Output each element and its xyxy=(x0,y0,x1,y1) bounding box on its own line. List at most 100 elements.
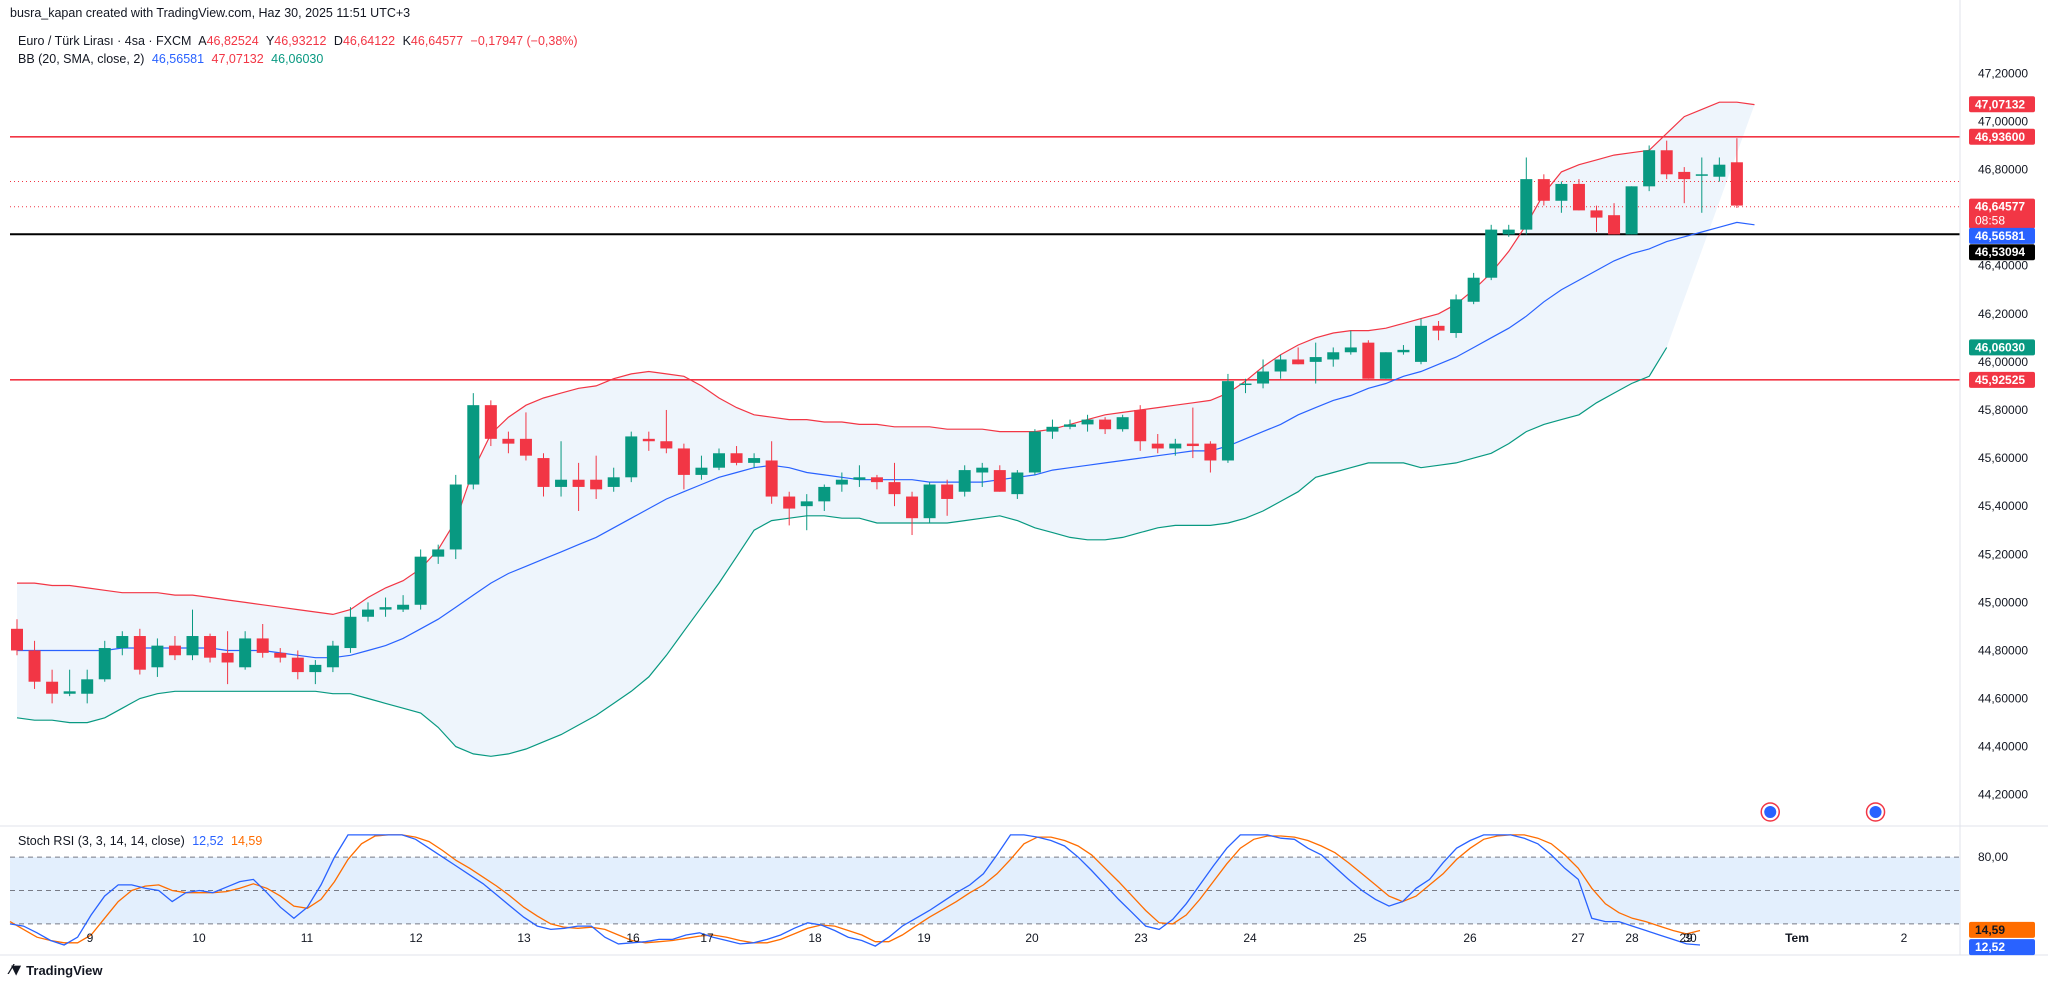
candle[interactable] xyxy=(1204,441,1217,473)
candle[interactable] xyxy=(642,431,655,451)
candle[interactable] xyxy=(1450,294,1463,338)
candle[interactable] xyxy=(748,453,761,468)
candle[interactable] xyxy=(1362,340,1375,379)
candle[interactable] xyxy=(923,482,936,523)
candle[interactable] xyxy=(1169,438,1182,456)
candle[interactable] xyxy=(1537,174,1550,206)
candle[interactable] xyxy=(888,462,901,507)
candle[interactable] xyxy=(449,474,462,560)
candle[interactable] xyxy=(11,619,23,656)
candle[interactable] xyxy=(1730,138,1743,208)
candle[interactable] xyxy=(63,669,76,697)
candle[interactable] xyxy=(1011,470,1024,499)
candle[interactable] xyxy=(1678,167,1691,204)
stoch-legend[interactable]: Stoch RSI (3, 3, 14, 14, close) 12,52 14… xyxy=(18,834,266,848)
candle[interactable] xyxy=(221,631,234,685)
candle[interactable] xyxy=(818,484,831,511)
candle[interactable] xyxy=(1116,414,1129,432)
candle[interactable] xyxy=(1555,181,1568,213)
candle[interactable] xyxy=(1608,203,1621,235)
candle[interactable] xyxy=(519,412,532,461)
candle[interactable] xyxy=(1081,414,1094,432)
candle[interactable] xyxy=(397,595,410,612)
candle[interactable] xyxy=(906,491,919,536)
candle[interactable] xyxy=(362,602,374,622)
candle[interactable] xyxy=(1713,157,1726,182)
candle[interactable] xyxy=(1695,157,1708,213)
candle[interactable] xyxy=(1134,405,1147,451)
candle[interactable] xyxy=(1415,318,1427,365)
candle[interactable] xyxy=(1221,373,1234,463)
candle[interactable] xyxy=(1379,352,1392,379)
candle[interactable] xyxy=(976,462,989,487)
candle[interactable] xyxy=(1643,145,1656,192)
candle[interactable] xyxy=(800,494,813,531)
candle[interactable] xyxy=(783,491,796,526)
candle[interactable] xyxy=(326,640,339,673)
candle[interactable] xyxy=(116,631,129,656)
candle[interactable] xyxy=(941,479,954,516)
candle[interactable] xyxy=(1327,347,1340,367)
candle[interactable] xyxy=(414,549,427,610)
candle[interactable] xyxy=(870,474,883,490)
candle[interactable] xyxy=(1502,224,1515,237)
candle[interactable] xyxy=(344,607,357,653)
events-layer[interactable] xyxy=(1760,802,1886,822)
candle[interactable] xyxy=(274,648,287,663)
candle[interactable] xyxy=(1028,429,1041,475)
candle[interactable] xyxy=(1572,179,1585,211)
candle[interactable] xyxy=(1046,419,1059,439)
candle[interactable] xyxy=(239,631,252,670)
candle[interactable] xyxy=(379,597,392,617)
candle[interactable] xyxy=(853,465,866,487)
candle[interactable] xyxy=(660,409,673,454)
candle[interactable] xyxy=(168,636,181,661)
candle[interactable] xyxy=(502,431,515,454)
candle[interactable] xyxy=(1625,186,1638,235)
candle[interactable] xyxy=(1485,224,1498,281)
candle[interactable] xyxy=(291,650,304,680)
candle[interactable] xyxy=(958,465,971,497)
candle[interactable] xyxy=(1257,359,1270,389)
candle[interactable] xyxy=(186,609,199,661)
candle[interactable] xyxy=(555,441,568,497)
candle[interactable] xyxy=(28,640,41,689)
candle[interactable] xyxy=(1186,407,1199,459)
candle[interactable] xyxy=(256,624,269,658)
symbol-legend[interactable]: Euro / Türk Lirası · 4sa · FXCM A46,8252… xyxy=(18,34,582,48)
candle[interactable] xyxy=(309,660,322,685)
bb-legend[interactable]: BB (20, SMA, close, 2) 46,56581 47,07132… xyxy=(18,52,327,66)
candle[interactable] xyxy=(713,448,725,471)
event-flag-icon[interactable] xyxy=(1865,802,1886,822)
candle[interactable] xyxy=(432,544,445,564)
candle[interactable] xyxy=(467,393,480,490)
candle[interactable] xyxy=(1344,330,1357,355)
candle[interactable] xyxy=(1467,272,1480,305)
candle[interactable] xyxy=(46,669,59,704)
candle[interactable] xyxy=(1397,345,1410,355)
candle[interactable] xyxy=(1239,378,1252,394)
candles-layer[interactable] xyxy=(11,138,1743,704)
candle[interactable] xyxy=(625,431,638,483)
candle[interactable] xyxy=(765,441,778,504)
candle[interactable] xyxy=(1432,321,1445,341)
candle[interactable] xyxy=(730,446,743,466)
candle[interactable] xyxy=(484,400,497,447)
candle[interactable] xyxy=(1660,140,1673,180)
candle[interactable] xyxy=(1274,354,1287,379)
stoch-label[interactable]: Stoch RSI (3, 3, 14, 14, close) xyxy=(18,834,185,848)
candle[interactable] xyxy=(993,465,1006,492)
candle[interactable] xyxy=(537,453,550,497)
candle[interactable] xyxy=(81,669,94,704)
symbol-title[interactable]: Euro / Türk Lirası · 4sa · FXCM xyxy=(18,34,192,48)
candle[interactable] xyxy=(151,638,164,677)
candle[interactable] xyxy=(1099,417,1112,435)
candle[interactable] xyxy=(1590,205,1603,233)
candle[interactable] xyxy=(572,462,585,511)
candle[interactable] xyxy=(695,455,708,480)
candle[interactable] xyxy=(98,640,111,682)
candle[interactable] xyxy=(204,633,217,663)
candle[interactable] xyxy=(1064,419,1076,430)
event-flag-icon[interactable] xyxy=(1760,802,1780,822)
